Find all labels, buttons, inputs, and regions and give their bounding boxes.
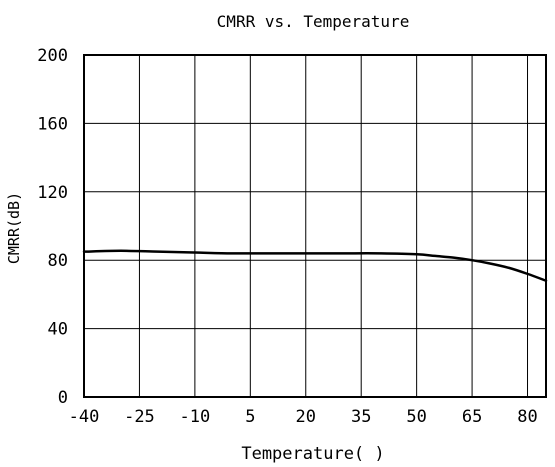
grid-lines bbox=[83, 54, 546, 398]
x-tick-label: 50 bbox=[406, 407, 426, 427]
cmrr-curve bbox=[82, 249, 548, 282]
x-tick-label: 65 bbox=[462, 407, 482, 427]
x-tick-label: 35 bbox=[351, 407, 371, 427]
y-tick-label: 200 bbox=[37, 46, 68, 66]
x-tick-label: -10 bbox=[180, 407, 211, 427]
y-tick-label: 160 bbox=[37, 114, 68, 134]
y-tick-labels: 0 40 80 120 160 200 bbox=[37, 46, 68, 408]
chart-title: CMRR vs. Temperature bbox=[217, 12, 410, 31]
y-axis-label: CMRR(dB) bbox=[5, 192, 23, 264]
y-tick-label: 80 bbox=[48, 251, 68, 271]
y-tick-label: 0 bbox=[58, 388, 68, 408]
x-tick-label: 20 bbox=[296, 407, 316, 427]
plot-frame bbox=[83, 54, 547, 398]
x-tick-label: -25 bbox=[124, 407, 155, 427]
x-tick-label: 5 bbox=[245, 407, 255, 427]
x-axis-label: Temperature( ) bbox=[241, 444, 384, 464]
y-tick-label: 40 bbox=[48, 320, 68, 340]
y-tick-label: 120 bbox=[37, 183, 68, 203]
x-tick-label: 80 bbox=[517, 407, 537, 427]
x-tick-label: -40 bbox=[69, 407, 100, 427]
x-tick-labels: -40 -25 -10 5 20 35 50 65 80 bbox=[69, 407, 538, 427]
